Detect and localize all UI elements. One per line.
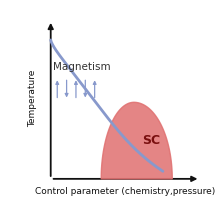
Text: Temperature: Temperature: [28, 70, 37, 127]
Text: Control parameter (chemistry,pressure): Control parameter (chemistry,pressure): [35, 187, 216, 196]
Polygon shape: [101, 102, 172, 179]
Text: SC: SC: [142, 134, 160, 147]
Text: Magnetism: Magnetism: [53, 62, 110, 72]
